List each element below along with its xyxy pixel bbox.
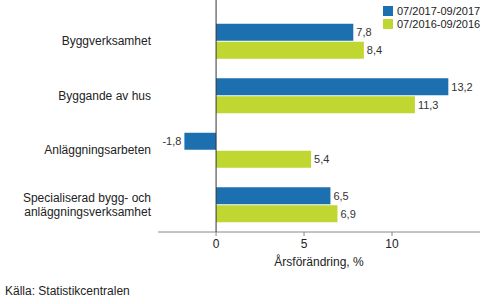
- source: Källa: Statistikcentralen: [5, 284, 130, 298]
- x-tick: [216, 232, 217, 236]
- data-labels: 7,8 8,4 13,2 11,3 -1,8 5,4 6,5 6,9: [162, 26, 472, 220]
- data-label: 8,4: [367, 44, 382, 56]
- data-label: 6,5: [333, 190, 348, 202]
- bar: [184, 133, 216, 150]
- bar: [216, 42, 364, 59]
- bar: [216, 187, 330, 204]
- bar: [216, 78, 448, 95]
- category-line: Byggverksamhet: [62, 34, 152, 48]
- data-label: 11,3: [418, 99, 439, 111]
- chart-root: 7,8 8,4 13,2 11,3 -1,8 5,4 6,5 6,9 Byggverksamhe…: [0, 0, 493, 304]
- category-label: Anläggningsarbeten: [44, 143, 151, 157]
- legend-label: 07/2016-09/2016: [397, 18, 480, 30]
- category-line: Byggande av hus: [58, 89, 151, 103]
- category-label: Byggverksamhet: [62, 34, 152, 48]
- x-tick: [392, 232, 393, 236]
- legend-swatch: [383, 19, 393, 29]
- x-tick: [304, 232, 305, 236]
- bar: [216, 24, 353, 41]
- category-label: Specialiserad bygg- ochanläggningsverksa…: [23, 191, 152, 219]
- bar: [216, 205, 337, 222]
- bar: [216, 151, 311, 168]
- category-line: Anläggningsarbeten: [44, 143, 151, 157]
- bar: [216, 96, 415, 113]
- x-tick-label: 0: [213, 237, 220, 251]
- category-line: Specialiserad bygg- och: [23, 191, 151, 205]
- data-label: 7,8: [356, 26, 371, 38]
- legend-swatch: [383, 6, 393, 16]
- zero-line: [216, 0, 217, 232]
- data-label: 13,2: [451, 81, 472, 93]
- category-label: Byggande av hus: [58, 89, 151, 103]
- data-label: 5,4: [314, 153, 329, 165]
- category-line: anläggningsverksamhet: [24, 205, 151, 219]
- data-label: 6,9: [340, 208, 355, 220]
- bars: [184, 24, 448, 223]
- x-tick-label: 10: [385, 237, 399, 251]
- data-label: -1,8: [162, 135, 181, 147]
- legend-label: 07/2017-09/2017: [397, 5, 480, 17]
- legend: 07/2017-09/201707/2016-09/2016: [383, 5, 480, 30]
- chart-svg: 7,8 8,4 13,2 11,3 -1,8 5,4 6,5 6,9 Byggverksamhe…: [0, 0, 493, 304]
- x-axis-line: [158, 232, 480, 233]
- x-tick-label: 5: [301, 237, 308, 251]
- x-axis-label: Årsförändring, %: [274, 254, 364, 269]
